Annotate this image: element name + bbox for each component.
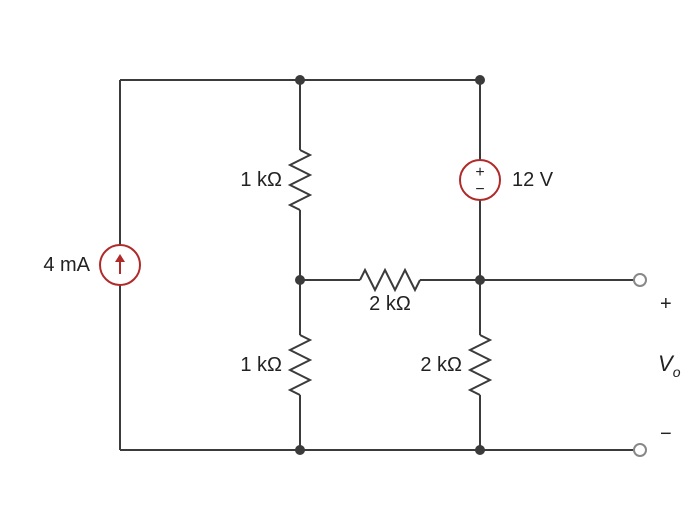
voltage-source: +− 12 V <box>460 160 554 200</box>
output-plus: + <box>660 293 672 315</box>
svg-text:−: − <box>475 181 484 198</box>
svg-text:+: + <box>475 164 484 181</box>
resistor-2k-right: 2 kΩ <box>420 335 490 395</box>
output-minus: − <box>660 423 672 445</box>
resistor-1k-bottom: 1 kΩ <box>240 335 310 395</box>
current-source: 4 mA <box>43 245 140 285</box>
resistor-1k-bottom-label: 1 kΩ <box>240 354 282 376</box>
output: + − Vo <box>634 274 681 456</box>
current-source-label: 4 mA <box>43 254 90 276</box>
resistor-1k-top-label: 1 kΩ <box>240 169 282 191</box>
resistor-2k-horizontal-label: 2 kΩ <box>369 293 411 315</box>
resistor-2k-horizontal: 2 kΩ <box>360 270 420 315</box>
resistor-2k-right-label: 2 kΩ <box>420 354 462 376</box>
voltage-source-label: 12 V <box>512 169 554 191</box>
output-label: Vo <box>658 351 681 380</box>
resistor-1k-top: 1 kΩ <box>240 150 310 210</box>
